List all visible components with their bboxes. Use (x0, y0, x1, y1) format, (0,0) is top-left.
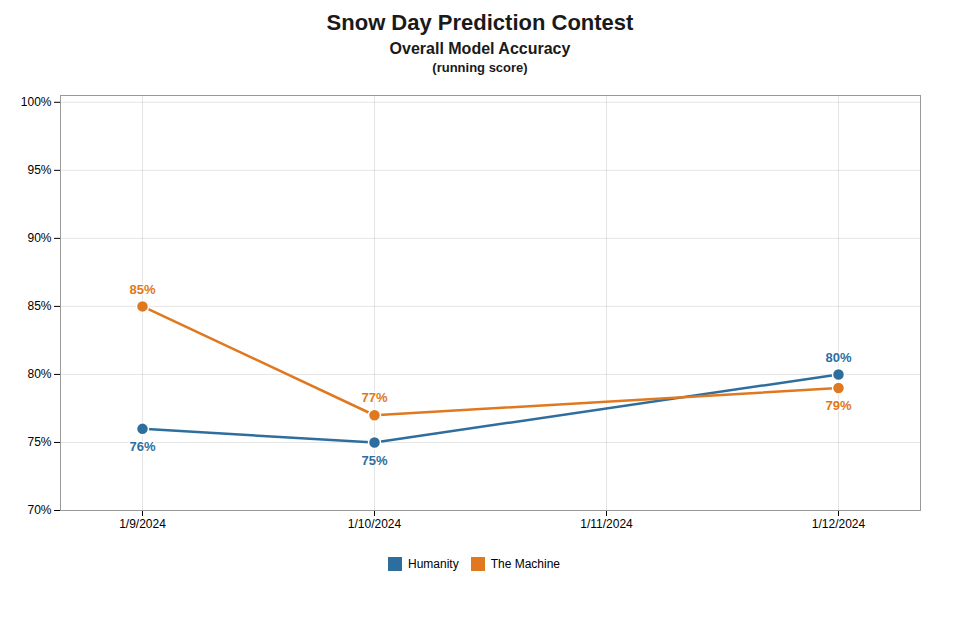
html-text:Humanity: Humanity (408, 556, 459, 571)
html-text:The Machine: The Machine (490, 556, 560, 571)
svg-text:75%: 75% (27, 435, 51, 449)
svg-text:90%: 90% (27, 231, 51, 245)
html-text:Snow Day Prediction Contest: Snow Day Prediction Contest (326, 10, 634, 35)
svg-text:80%: 80% (825, 350, 851, 365)
svg-text:85%: 85% (27, 299, 51, 313)
svg-text:77%: 77% (361, 390, 387, 405)
svg-text:79%: 79% (825, 398, 851, 413)
svg-text:80%: 80% (27, 367, 51, 381)
svg-text:100%: 100% (21, 95, 52, 109)
svg-text:1/11/2024: 1/11/2024 (580, 517, 633, 531)
svg-text:1/10/2024: 1/10/2024 (348, 517, 402, 531)
svg-text:85%: 85% (129, 282, 155, 297)
svg-text:75%: 75% (361, 453, 387, 468)
svg-text:76%: 76% (129, 439, 155, 454)
svg-text:95%: 95% (27, 163, 51, 177)
svg-text:1/9/2024: 1/9/2024 (119, 517, 166, 531)
html-text:Overall Model Accuracy: Overall Model Accuracy (389, 40, 571, 57)
svg-text:70%: 70% (27, 503, 51, 517)
html-text:(running score): (running score) (432, 60, 528, 75)
svg-text:1/12/2024: 1/12/2024 (812, 517, 866, 531)
